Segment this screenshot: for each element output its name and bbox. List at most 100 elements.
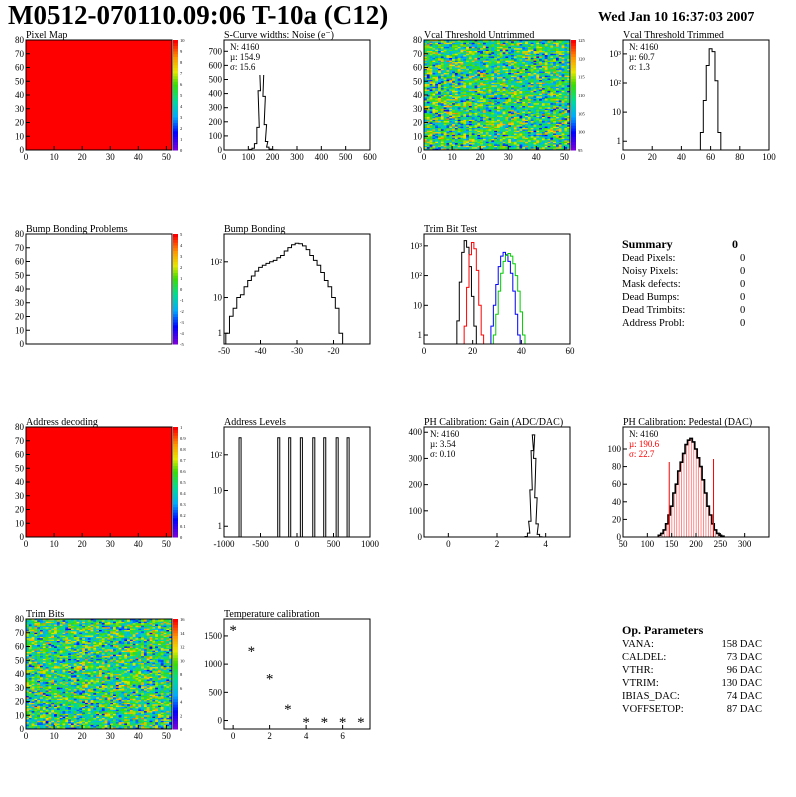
stats-line: σ: 1.3 <box>629 62 650 72</box>
y-tick-label: 500 <box>209 74 223 84</box>
y-tick-label: 60 <box>15 63 25 73</box>
color-scale-label: 2 <box>180 126 182 131</box>
x-tick-label: 300 <box>290 152 304 162</box>
color-scale-step <box>173 234 178 237</box>
histogram-line <box>464 242 483 344</box>
y-tick-label: 200 <box>409 480 423 490</box>
x-tick-label: 4 <box>543 539 548 549</box>
stats-line: µ: 154.9 <box>230 52 261 62</box>
stats-line: σ: 0.10 <box>430 449 456 459</box>
x-tick-label: 40 <box>677 152 687 162</box>
y-tick-label: 40 <box>15 477 25 487</box>
y-tick-label: 20 <box>15 505 25 515</box>
y-tick-label: 20 <box>413 118 423 128</box>
stats-line: σ: 22.7 <box>629 449 655 459</box>
color-scale-label: 0.6 <box>180 469 186 474</box>
histogram-bar <box>688 440 689 537</box>
stats-line: N: 4160 <box>230 42 260 52</box>
y-tick-label: 40 <box>413 90 423 100</box>
x-tick-label: 400 <box>315 152 329 162</box>
x-tick-label: 50 <box>162 539 172 549</box>
y-tick-label: 80 <box>612 462 622 472</box>
histogram-bar <box>667 524 668 537</box>
y-tick-label: 70 <box>413 49 423 59</box>
y-tick-label: 0 <box>218 145 223 155</box>
stats-line: σ: 15.6 <box>230 62 256 72</box>
histogram-bar <box>693 442 694 537</box>
color-scale-label: 3 <box>180 115 183 120</box>
y-tick-label: 50 <box>413 76 423 86</box>
y-tick-label: 30 <box>15 104 25 114</box>
y-tick-label: 600 <box>209 60 223 70</box>
x-tick-label: 30 <box>106 152 116 162</box>
heatmap-cell <box>26 40 172 150</box>
y-tick-label: 10³ <box>410 241 422 251</box>
bump-bonding-problems-chart: Bump Bonding Problems-5-4-3-2-1012345010… <box>0 222 199 412</box>
color-scale-label: 7 <box>180 71 183 76</box>
color-scale-label: 1 <box>180 425 182 430</box>
color-scale-label: 1 <box>180 276 182 281</box>
plot-frame <box>224 234 370 344</box>
histogram-peak <box>313 438 315 537</box>
chart-title: Address Levels <box>224 417 286 428</box>
y-tick-label: 60 <box>15 450 25 460</box>
heatmap-cells <box>424 40 570 150</box>
y-tick-label: 10² <box>410 271 422 281</box>
color-scale-label: 95 <box>578 148 583 153</box>
y-tick-label: 50 <box>15 76 25 86</box>
y-tick-label: 300 <box>209 103 223 113</box>
color-scale-label: 3 <box>180 254 183 259</box>
x-tick-label: 200 <box>689 539 703 549</box>
x-tick-label: 0 <box>24 152 29 162</box>
y-tick-label: 80 <box>15 422 25 432</box>
chart-title: Vcal Threshold Untrimmed <box>424 30 534 41</box>
x-tick-label: 50 <box>162 152 172 162</box>
color-scale-label: 9 <box>180 49 183 54</box>
x-tick-label: 60 <box>566 346 576 356</box>
y-tick-label: 20 <box>15 118 25 128</box>
chart-title: Bump Bonding Problems <box>26 224 128 235</box>
color-scale-label: -1 <box>180 298 184 303</box>
histogram-bar <box>681 462 682 537</box>
x-tick-label: 10 <box>50 539 60 549</box>
y-tick-label: 30 <box>15 491 25 501</box>
histogram-bar <box>698 458 699 537</box>
y-tick-label: 40 <box>612 497 622 507</box>
y-tick-label: 0 <box>20 339 25 349</box>
y-tick-label: 30 <box>15 298 25 308</box>
color-scale-step <box>173 427 178 430</box>
x-tick-label: 0 <box>621 152 626 162</box>
histogram-bar <box>674 493 675 537</box>
chart-title: Trim Bits <box>26 609 64 620</box>
color-scale-label: 5 <box>180 93 183 98</box>
color-scale-step <box>173 40 178 43</box>
color-scale-label: 0.1 <box>180 524 186 529</box>
y-tick-label: 30 <box>413 104 423 114</box>
color-scale-label: 0.9 <box>180 436 186 441</box>
heatmap-cells <box>26 619 172 729</box>
y-tick-label: 1 <box>418 330 423 340</box>
y-tick-label: 10 <box>413 300 423 310</box>
y-tick-label: 10 <box>15 131 25 141</box>
y-tick-label: 1 <box>617 136 622 146</box>
color-scale-label: 0.3 <box>180 502 186 507</box>
histogram-line <box>525 435 542 537</box>
x-tick-label: 600 <box>363 152 377 162</box>
chart-title: S-Curve widths: Noise (e⁻) <box>224 30 334 41</box>
chart-title: Trim Bit Test <box>424 224 477 235</box>
y-tick-label: 10 <box>213 293 223 303</box>
color-scale-label: 6 <box>180 82 183 87</box>
color-scale-label: -4 <box>180 331 184 336</box>
plot-frame <box>224 427 370 537</box>
x-tick-label: 0 <box>446 539 451 549</box>
color-scale-label: 1 <box>180 137 182 142</box>
